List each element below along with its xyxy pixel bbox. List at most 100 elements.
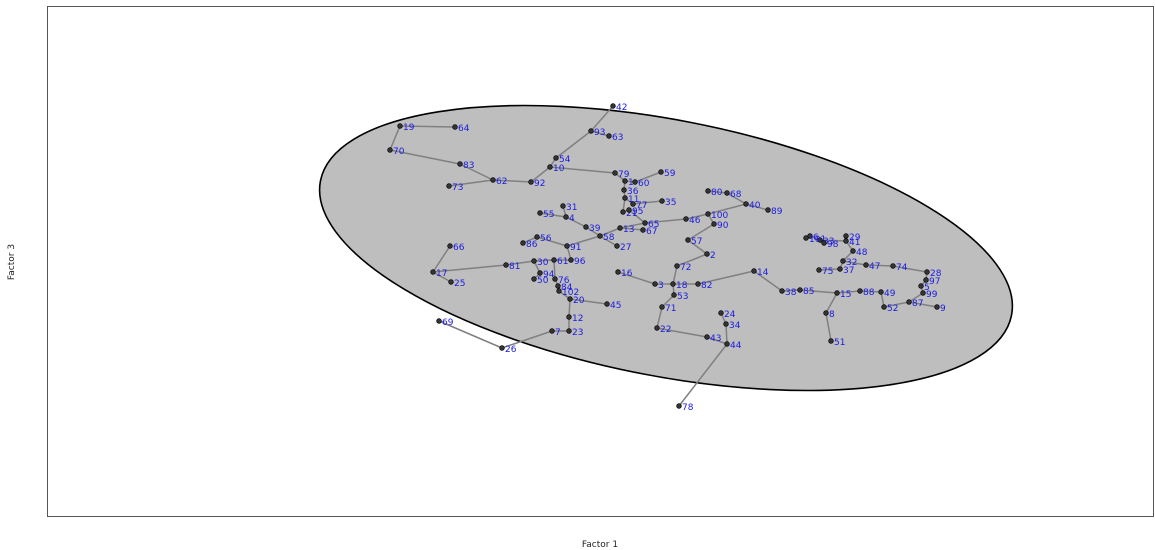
point-label: 13 <box>623 225 634 235</box>
point-label: 95 <box>632 207 643 217</box>
point <box>671 292 677 298</box>
y-axis-label: Factor 3 <box>7 244 17 280</box>
point-label: 1 <box>628 178 634 188</box>
point-label: 63 <box>612 133 623 143</box>
point <box>534 234 540 240</box>
tree-edge <box>745 203 769 211</box>
point-label: 77 <box>636 201 647 211</box>
tree-edge <box>706 336 728 345</box>
point <box>615 269 621 275</box>
tree-edge <box>599 235 618 247</box>
tree-edge <box>825 292 838 314</box>
tree-edge <box>389 125 401 151</box>
point <box>626 207 632 213</box>
point-label: 64 <box>458 124 470 134</box>
point <box>549 328 555 334</box>
point <box>553 155 559 161</box>
tree-edge <box>536 236 568 247</box>
point-label: 84 <box>561 283 573 293</box>
tree-edge <box>399 125 456 128</box>
tree-edge <box>568 298 571 318</box>
point-label: 17 <box>436 269 447 279</box>
point <box>537 210 543 216</box>
point-label: 53 <box>677 292 688 302</box>
confidence-ellipse <box>318 104 1014 392</box>
tree-edge <box>539 212 567 218</box>
point-label: 87 <box>912 299 923 309</box>
tree-edge <box>661 294 675 308</box>
point-label: 78 <box>682 403 694 413</box>
point-label: 69 <box>442 318 454 328</box>
point-label: 9 <box>940 304 946 314</box>
point-label: 27 <box>620 243 631 253</box>
point-label: 21 <box>626 209 637 219</box>
point <box>447 243 453 249</box>
point <box>743 201 749 207</box>
point-label: 101 <box>809 235 826 245</box>
tree-edge <box>533 259 555 262</box>
point <box>683 216 689 222</box>
tree-edge <box>448 179 494 187</box>
point <box>724 190 730 196</box>
point-label: 59 <box>664 169 676 179</box>
point-label: 56 <box>540 234 552 244</box>
point-label: 97 <box>929 277 940 287</box>
tree-edge <box>687 239 708 255</box>
point-label: 83 <box>463 161 474 171</box>
point-label: 6 <box>813 233 819 243</box>
point-label: 92 <box>534 179 545 189</box>
point <box>547 164 553 170</box>
point-label: 12 <box>572 314 583 324</box>
point <box>918 283 924 289</box>
point-label: 79 <box>618 170 630 180</box>
point-label: 54 <box>559 155 571 165</box>
point-label: 20 <box>573 296 585 306</box>
point-label: 50 <box>537 276 549 286</box>
point <box>857 288 863 294</box>
point <box>537 270 543 276</box>
tree-edge <box>697 270 755 285</box>
point-label: 33 <box>823 237 834 247</box>
point-label: 52 <box>887 304 898 314</box>
point-label: 67 <box>646 227 657 237</box>
point-label: 58 <box>603 233 615 243</box>
point <box>817 237 823 243</box>
point-label: 7 <box>555 328 561 338</box>
point <box>630 201 636 207</box>
tree-edge <box>585 226 601 237</box>
tree-edge <box>865 264 894 267</box>
point <box>934 304 940 310</box>
point-label: 22 <box>660 325 671 335</box>
point-label: 102 <box>562 288 579 298</box>
tree-edge <box>555 130 592 159</box>
point <box>457 161 463 167</box>
point-label: 74 <box>896 263 908 273</box>
point-label: 60 <box>638 179 650 189</box>
point-label: 62 <box>496 177 507 187</box>
tree-edge <box>438 320 503 349</box>
point-label: 42 <box>616 103 627 113</box>
tree-edge <box>908 292 924 303</box>
point-label: 76 <box>558 276 570 286</box>
point <box>490 177 496 183</box>
point <box>704 251 710 257</box>
point <box>448 279 454 285</box>
point <box>499 345 505 351</box>
point-label: 70 <box>393 147 405 157</box>
point-label: 19 <box>403 123 415 133</box>
tree-edge <box>656 306 663 329</box>
point <box>765 207 771 213</box>
point <box>652 281 658 287</box>
point <box>503 262 509 268</box>
point <box>779 288 785 294</box>
point-label: 68 <box>730 190 742 200</box>
point-label: 49 <box>884 289 896 299</box>
point-label: 23 <box>572 328 583 338</box>
point-label: 96 <box>574 257 586 267</box>
point-label: 80 <box>711 188 723 198</box>
point-label: 44 <box>730 341 742 351</box>
point <box>531 276 537 282</box>
point <box>837 266 843 272</box>
point-label: 25 <box>454 279 465 289</box>
